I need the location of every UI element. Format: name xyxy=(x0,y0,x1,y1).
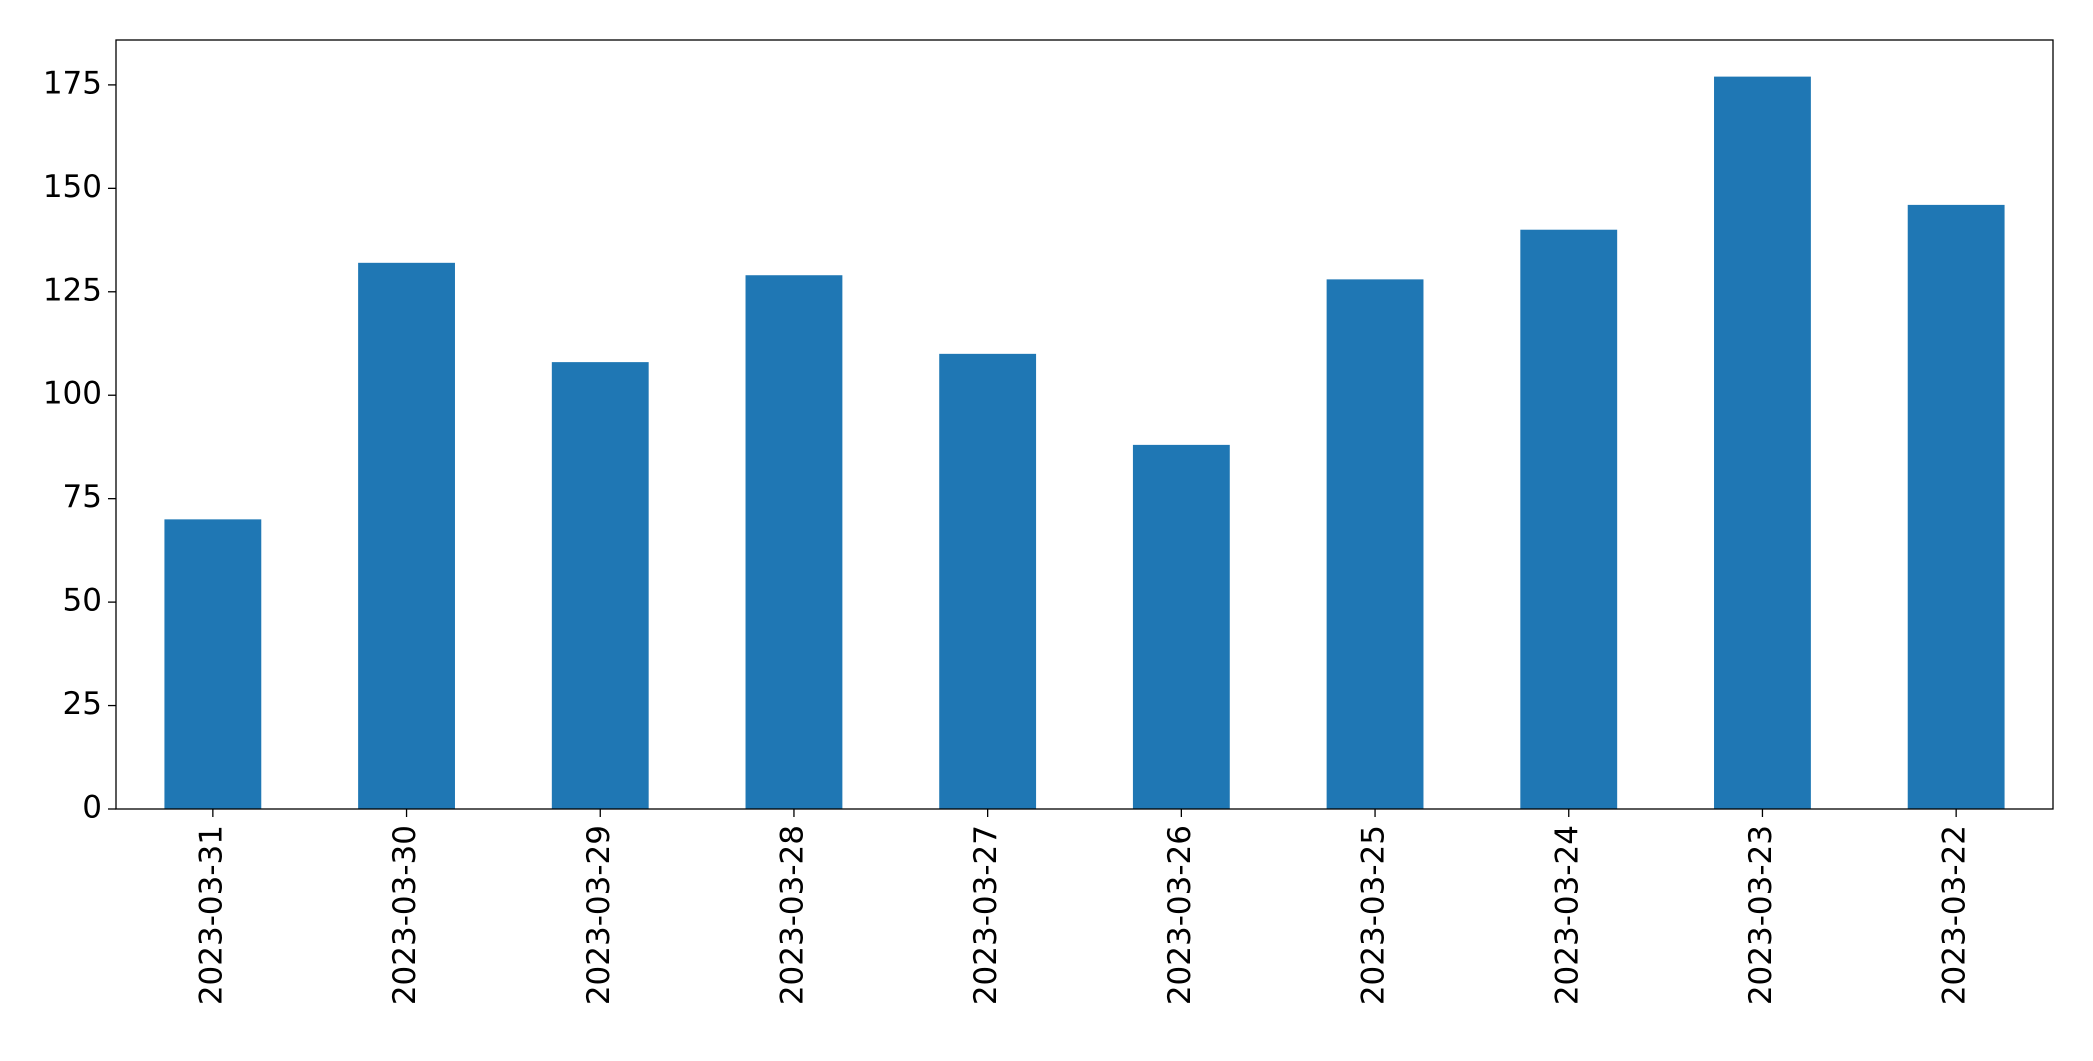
y-tick-label: 100 xyxy=(43,376,102,412)
x-tick-label: 2023-03-24 xyxy=(1549,825,1585,1005)
bar xyxy=(358,262,455,809)
x-tick-label: 2023-03-22 xyxy=(1937,825,1973,1005)
bar xyxy=(1907,204,2005,809)
x-tick-label: 2023-03-28 xyxy=(774,825,810,1005)
plot-frame xyxy=(115,39,2054,810)
x-tick-label: 2023-03-25 xyxy=(1356,825,1392,1005)
y-tick-label: 50 xyxy=(63,583,102,619)
y-tick-label: 175 xyxy=(43,65,102,101)
bar xyxy=(1326,279,1424,809)
y-tick-label: 150 xyxy=(43,169,102,205)
y-tick-label: 25 xyxy=(63,686,102,722)
y-tick-label: 0 xyxy=(82,790,102,826)
bar xyxy=(551,362,649,809)
bar xyxy=(1132,444,1230,809)
x-tick-label: 2023-03-23 xyxy=(1743,825,1779,1005)
bar xyxy=(939,353,1037,809)
bar xyxy=(1520,229,1618,809)
y-tick-label: 125 xyxy=(43,272,102,308)
x-tick-label: 2023-03-31 xyxy=(193,825,229,1005)
bar xyxy=(745,275,843,809)
x-tick-label: 2023-03-30 xyxy=(387,825,423,1005)
bar xyxy=(164,519,262,809)
bar xyxy=(1714,76,1811,810)
x-tick-label: 2023-03-27 xyxy=(968,825,1004,1005)
x-tick-label: 2023-03-29 xyxy=(581,825,617,1005)
y-tick-label: 75 xyxy=(63,479,102,515)
x-tick-label: 2023-03-26 xyxy=(1162,825,1198,1005)
